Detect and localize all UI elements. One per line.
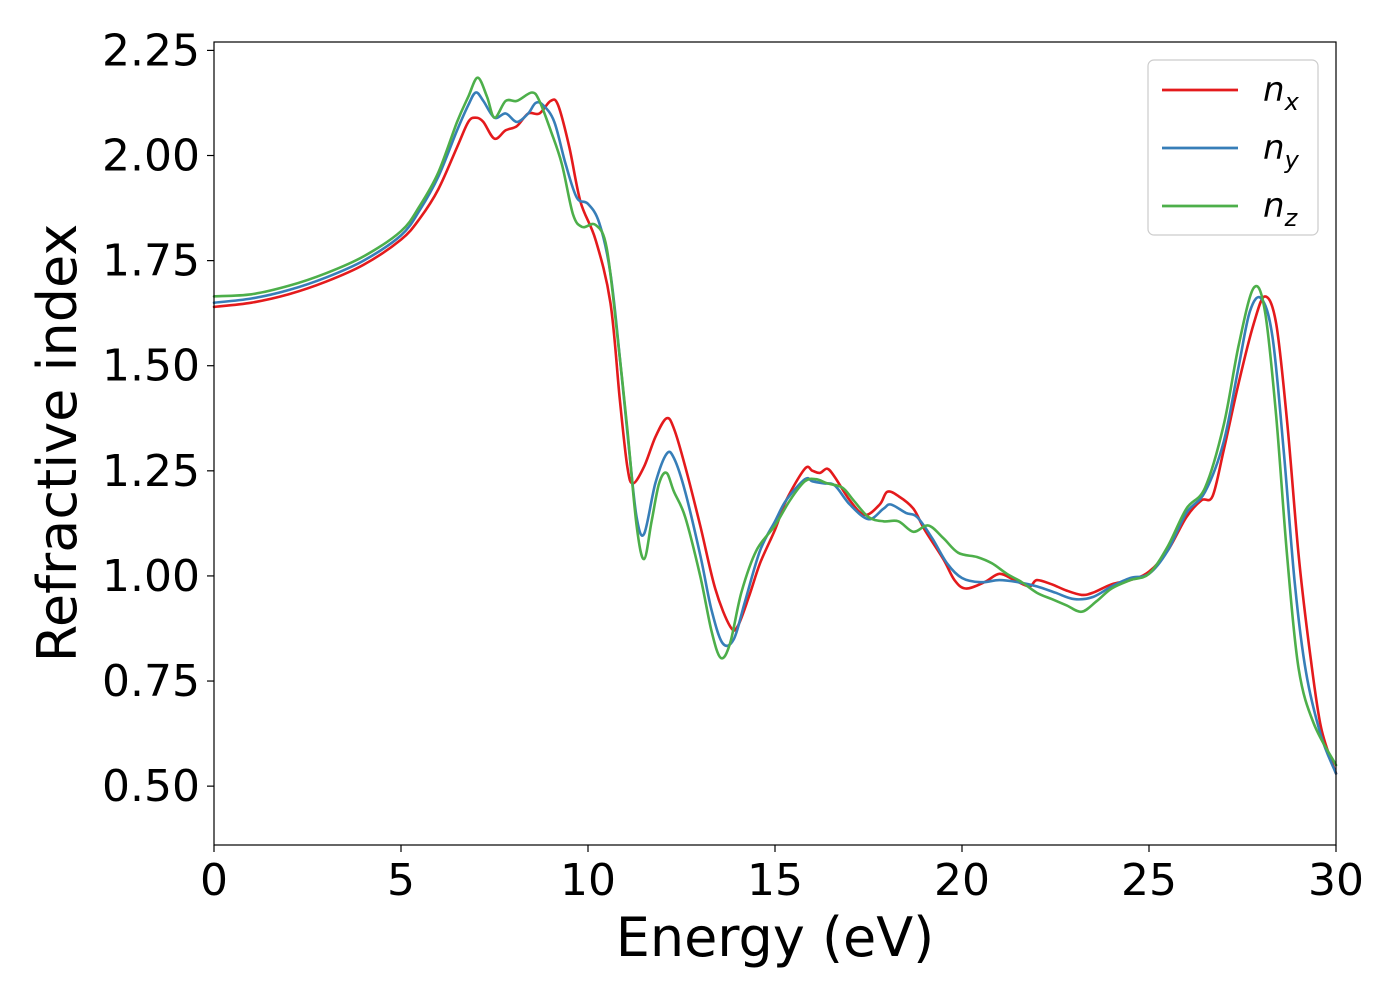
x-tick-label: 25	[1121, 855, 1177, 906]
series-line-y	[212, 91, 1338, 775]
x-tick-label: 30	[1308, 855, 1364, 906]
y-tick-label: 0.50	[102, 761, 200, 812]
legend-label-subscript: z	[1284, 204, 1299, 232]
legend-label-z: nz	[1263, 186, 1299, 232]
x-tick-label: 10	[560, 855, 616, 906]
y-axis: 0.50 0.75 1.00 1.25 1.50 1.75 2.00 2.25	[102, 25, 214, 812]
legend-label-base: n	[1263, 70, 1285, 110]
y-tick-label: 2.25	[102, 25, 200, 76]
legend-label-x: nx	[1263, 70, 1300, 116]
legend-label-base: n	[1263, 186, 1285, 226]
legend-label-base: n	[1263, 128, 1285, 168]
y-tick-label: 1.00	[102, 551, 200, 602]
y-tick-label: 2.00	[102, 131, 200, 182]
x-tick-label: 20	[934, 855, 990, 906]
series-line-z	[212, 76, 1338, 767]
series-line-x	[212, 98, 1338, 775]
legend-label-subscript: y	[1284, 146, 1300, 174]
series-layer	[212, 76, 1338, 775]
x-axis-title: Energy (eV)	[616, 906, 935, 969]
y-tick-label: 1.25	[102, 446, 200, 497]
y-tick-label: 1.75	[102, 236, 200, 287]
y-tick-label: 1.50	[102, 341, 200, 392]
x-axis: 0 5 10 15 20 25 30	[200, 845, 1364, 906]
x-tick-label: 15	[747, 855, 803, 906]
legend-label-y: ny	[1263, 128, 1300, 174]
y-axis-title: Refractive index	[26, 224, 89, 663]
x-tick-label: 5	[387, 855, 415, 906]
legend-label-subscript: x	[1284, 88, 1300, 116]
x-tick-label: 0	[200, 855, 228, 906]
y-tick-label: 0.75	[102, 656, 200, 707]
